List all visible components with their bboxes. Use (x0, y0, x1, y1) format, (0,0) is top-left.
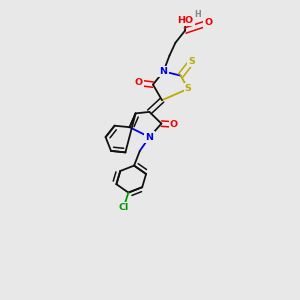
Text: O: O (134, 78, 143, 87)
Text: N: N (146, 133, 153, 142)
Text: S: S (185, 84, 191, 93)
Text: H: H (194, 10, 201, 19)
Text: HO: HO (177, 16, 194, 25)
Text: O: O (204, 18, 213, 27)
Text: O: O (170, 120, 178, 129)
Text: S: S (188, 57, 195, 66)
Text: Cl: Cl (118, 203, 129, 212)
Text: N: N (160, 67, 167, 76)
